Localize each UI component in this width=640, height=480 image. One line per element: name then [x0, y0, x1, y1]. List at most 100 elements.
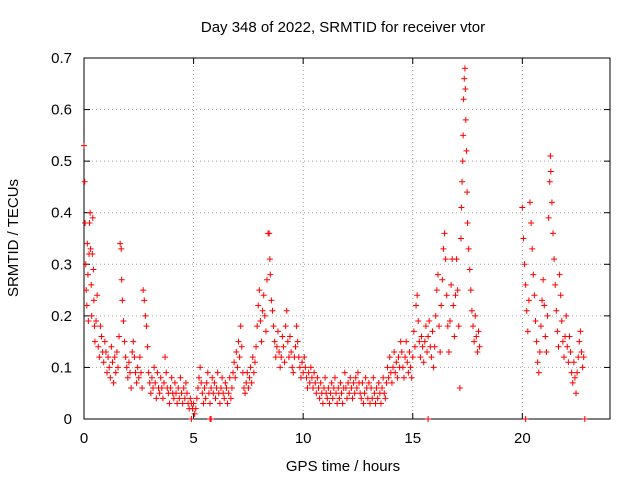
- data-point: [470, 323, 477, 330]
- data-point: [90, 297, 97, 304]
- data-point: [110, 379, 117, 386]
- data-point: [570, 359, 577, 366]
- data-point: [245, 385, 252, 392]
- data-point: [267, 271, 274, 278]
- data-point: [254, 323, 261, 330]
- data-point: [151, 364, 158, 371]
- y-tick-label: 0.5: [51, 153, 72, 170]
- data-point: [544, 312, 551, 319]
- data-point: [545, 214, 552, 221]
- data-point: [199, 390, 206, 397]
- data-point: [251, 359, 258, 366]
- data-point: [399, 364, 406, 371]
- data-point: [100, 359, 107, 366]
- data-point: [249, 354, 256, 361]
- data-point: [181, 395, 188, 402]
- data-point: [384, 364, 391, 371]
- data-point: [258, 338, 265, 345]
- data-point: [459, 178, 466, 185]
- data-point: [419, 343, 426, 350]
- data-point: [370, 374, 377, 381]
- data-point: [407, 364, 414, 371]
- data-point: [302, 364, 309, 371]
- data-point: [579, 364, 586, 371]
- data-point: [270, 323, 277, 330]
- x-tick-label: 15: [404, 430, 421, 447]
- data-point: [350, 379, 357, 386]
- data-point: [228, 385, 235, 392]
- data-point: [451, 333, 458, 340]
- data-point: [400, 374, 407, 381]
- data-point: [460, 132, 467, 139]
- data-point: [454, 287, 461, 294]
- y-tick-label: 0.3: [51, 256, 72, 273]
- data-point: [145, 369, 152, 376]
- data-point: [581, 416, 588, 422]
- data-point: [316, 395, 323, 402]
- data-point: [349, 395, 356, 402]
- data-point: [150, 385, 157, 392]
- data-point: [212, 395, 219, 402]
- data-point: [272, 354, 279, 361]
- data-point: [282, 323, 289, 330]
- data-point: [120, 318, 127, 325]
- data-point: [568, 369, 575, 376]
- data-point: [436, 323, 443, 330]
- x-tick-label: 5: [189, 430, 197, 447]
- data-point: [574, 369, 581, 376]
- data-point: [300, 369, 307, 376]
- data-point: [102, 348, 109, 355]
- data-point: [372, 400, 379, 407]
- data-point: [408, 374, 415, 381]
- data-point: [422, 323, 429, 330]
- data-point: [361, 390, 368, 397]
- data-point: [266, 256, 273, 263]
- data-point: [91, 338, 98, 345]
- data-point: [235, 338, 242, 345]
- data-point: [87, 209, 94, 216]
- data-point: [238, 343, 245, 350]
- data-point: [140, 287, 147, 294]
- data-point: [474, 348, 481, 355]
- data-point: [163, 369, 170, 376]
- data-point: [90, 266, 97, 273]
- data-point: [322, 374, 329, 381]
- data-point: [434, 271, 441, 278]
- data-point: [326, 400, 333, 407]
- data-point: [374, 395, 381, 402]
- data-point: [534, 359, 541, 366]
- data-point: [280, 343, 287, 350]
- data-point: [250, 369, 257, 376]
- data-point: [365, 379, 372, 386]
- data-point: [552, 281, 559, 288]
- data-point: [368, 385, 375, 392]
- data-point: [202, 395, 209, 402]
- data-point: [94, 292, 101, 299]
- data-point: [457, 235, 464, 242]
- data-point: [312, 379, 319, 386]
- data-point: [519, 204, 526, 211]
- data-point: [433, 287, 440, 294]
- data-point: [131, 354, 138, 361]
- data-point: [410, 328, 417, 335]
- data-point: [176, 395, 183, 402]
- y-tick-label: 0.4: [51, 205, 72, 222]
- data-point: [303, 374, 310, 381]
- data-point: [411, 343, 418, 350]
- data-point: [445, 348, 452, 355]
- data-point: [259, 307, 266, 314]
- data-point: [333, 390, 340, 397]
- data-point: [542, 333, 549, 340]
- data-point: [460, 96, 467, 103]
- data-point: [439, 276, 446, 283]
- data-point: [168, 374, 175, 381]
- data-point: [224, 400, 231, 407]
- data-point: [336, 395, 343, 402]
- data-point: [566, 333, 573, 340]
- data-points: [81, 65, 588, 422]
- data-point: [91, 323, 98, 330]
- data-point: [191, 410, 198, 417]
- data-point: [307, 364, 314, 371]
- data-point: [122, 354, 129, 361]
